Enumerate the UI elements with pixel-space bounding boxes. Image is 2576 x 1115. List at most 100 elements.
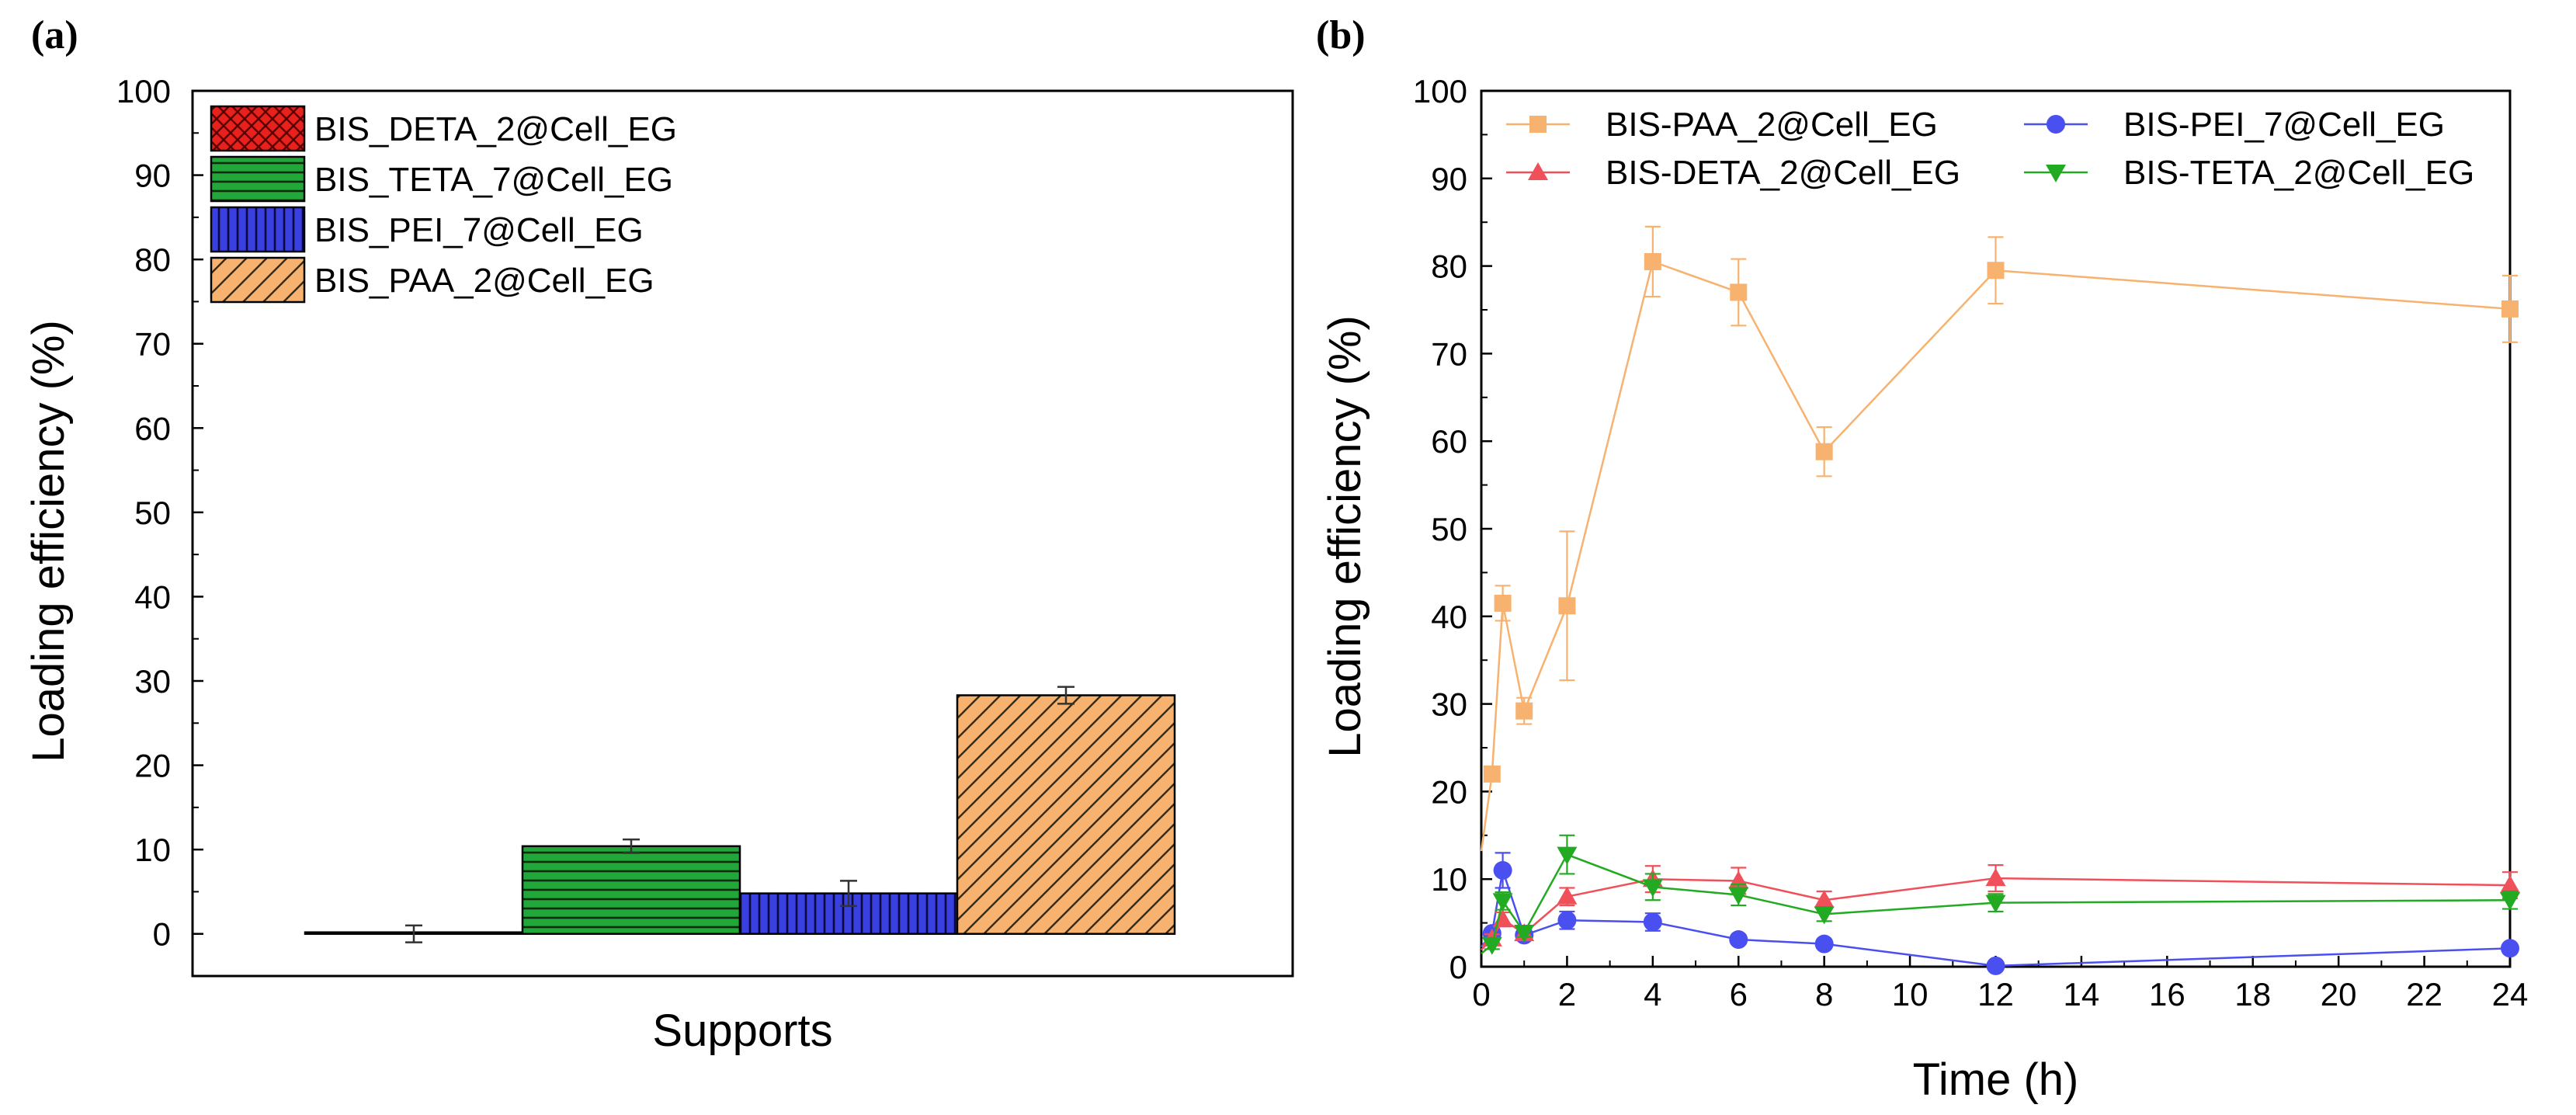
y-tick-label: 90 — [134, 158, 171, 194]
legend-label: BIS-DETA_2@Cell_EG — [1606, 154, 1960, 192]
bar-chart-panel-a: 0 10 20 30 40 50 60 70 80 90 100 BIS_DETA_2@Cell_EG… — [23, 73, 1294, 1056]
data-point — [1514, 925, 1535, 943]
x-tick-label: 24 — [2492, 976, 2529, 1013]
data-point — [1728, 887, 1749, 905]
data-point — [2501, 939, 2519, 958]
y-tick-label: 10 — [1431, 861, 1467, 898]
data-point — [1557, 846, 1578, 865]
data-point — [1729, 930, 1748, 950]
legend-label: BIS_DETA_2@Cell_EG — [314, 110, 677, 148]
x-tick-label: 22 — [2406, 976, 2442, 1013]
data-point — [1483, 765, 1501, 783]
x-tick-label: 18 — [2234, 976, 2271, 1013]
x-axis-title: Time (h) — [1913, 1054, 2079, 1105]
data-point — [1515, 702, 1533, 720]
data-point — [1493, 860, 1512, 880]
data-point — [1986, 956, 2005, 975]
y-tick-label: 40 — [1431, 599, 1467, 635]
data-point — [2047, 115, 2065, 134]
x-tick-label: 8 — [1815, 976, 1833, 1013]
x-tick-label: 20 — [2321, 976, 2357, 1013]
x-tick-label: 14 — [2064, 976, 2100, 1013]
series-teta — [1481, 834, 2520, 955]
legend-label: BIS-PAA_2@Cell_EG — [1606, 106, 1938, 144]
y-tick-label: 80 — [1431, 248, 1467, 285]
data-point — [1557, 911, 1577, 930]
x-tick-label: 0 — [1472, 976, 1490, 1013]
y-tick-label: 50 — [1431, 511, 1467, 547]
data-point — [1814, 890, 1835, 908]
data-point — [1642, 879, 1663, 898]
series-line — [1481, 870, 2511, 967]
series-paa — [1480, 225, 2519, 852]
legend-label: BIS-PEI_7@Cell_EG — [2123, 106, 2445, 144]
y-tick-label: 10 — [134, 832, 171, 868]
x-tick-label: 16 — [2149, 976, 2185, 1013]
y-tick-label: 30 — [134, 663, 171, 700]
y-tick-label: 20 — [1431, 773, 1467, 810]
x-tick-label: 4 — [1644, 976, 1661, 1013]
legend-swatch — [210, 256, 306, 304]
data-point — [1985, 868, 2006, 887]
data-point — [2500, 892, 2520, 911]
plot-frame — [191, 89, 1294, 978]
data-point — [1644, 252, 1661, 270]
y-tick-label: 60 — [1431, 423, 1467, 460]
y-tick-label: 100 — [116, 73, 171, 109]
plot-frame — [1480, 89, 2512, 968]
data-point — [2500, 875, 2520, 894]
y-tick-label: 20 — [134, 748, 171, 784]
y-tick-label: 40 — [134, 578, 171, 615]
legend-label: BIS_PAA_2@Cell_EG — [314, 262, 654, 300]
data-point — [1985, 894, 2006, 913]
legend-label: BIS-TETA_2@Cell_EG — [2123, 154, 2474, 192]
data-point — [1814, 934, 1834, 953]
y-tick-label: 30 — [1431, 686, 1467, 723]
x-tick-label: 6 — [1730, 976, 1748, 1013]
y-axis-title: Loading efficiency (%) — [1320, 315, 1370, 758]
bar — [521, 845, 741, 935]
x-axis-title: Supports — [652, 1006, 832, 1056]
y-tick-label: 0 — [1449, 949, 1467, 985]
x-tick-label: 12 — [1977, 976, 2014, 1013]
data-point — [1528, 162, 1548, 180]
data-point — [1494, 594, 1512, 612]
x-tick-label: 2 — [1558, 976, 1576, 1013]
data-point — [1529, 116, 1547, 133]
y-tick-label: 70 — [134, 326, 171, 363]
data-point — [1481, 936, 1502, 955]
panel-b-label: (b) — [1316, 13, 1366, 57]
y-tick-label: 60 — [134, 410, 171, 446]
legend-swatch — [210, 155, 306, 203]
y-tick-label: 50 — [134, 495, 171, 531]
series-line — [1481, 877, 2511, 951]
series-line — [1480, 260, 2511, 852]
series-deta — [1481, 864, 2520, 951]
data-point — [2501, 300, 2519, 318]
y-tick-label: 100 — [1413, 73, 1467, 109]
legend-label: BIS_PEI_7@Cell_EG — [314, 211, 644, 249]
series-line — [1481, 853, 2511, 955]
series-pei — [1481, 852, 2519, 975]
panel-a-label: (a) — [31, 13, 78, 57]
data-point — [1730, 283, 1748, 301]
bar — [956, 694, 1176, 935]
legend-label: BIS_TETA_7@Cell_EG — [314, 161, 673, 199]
data-point — [2046, 165, 2066, 182]
y-axis-title: Loading efficiency (%) — [23, 320, 74, 762]
data-point — [1643, 912, 1662, 932]
data-point — [1814, 906, 1835, 925]
data-point — [1492, 893, 1513, 912]
legend-swatch — [210, 206, 306, 253]
legend-swatch — [210, 105, 306, 152]
data-point — [1987, 262, 2005, 280]
x-tick-label: 10 — [1892, 976, 1929, 1013]
data-point — [1557, 886, 1578, 905]
data-point — [1815, 443, 1833, 460]
data-point — [1558, 597, 1576, 615]
y-tick-label: 70 — [1431, 335, 1467, 372]
y-tick-label: 90 — [1431, 161, 1467, 197]
y-tick-label: 0 — [153, 916, 171, 953]
